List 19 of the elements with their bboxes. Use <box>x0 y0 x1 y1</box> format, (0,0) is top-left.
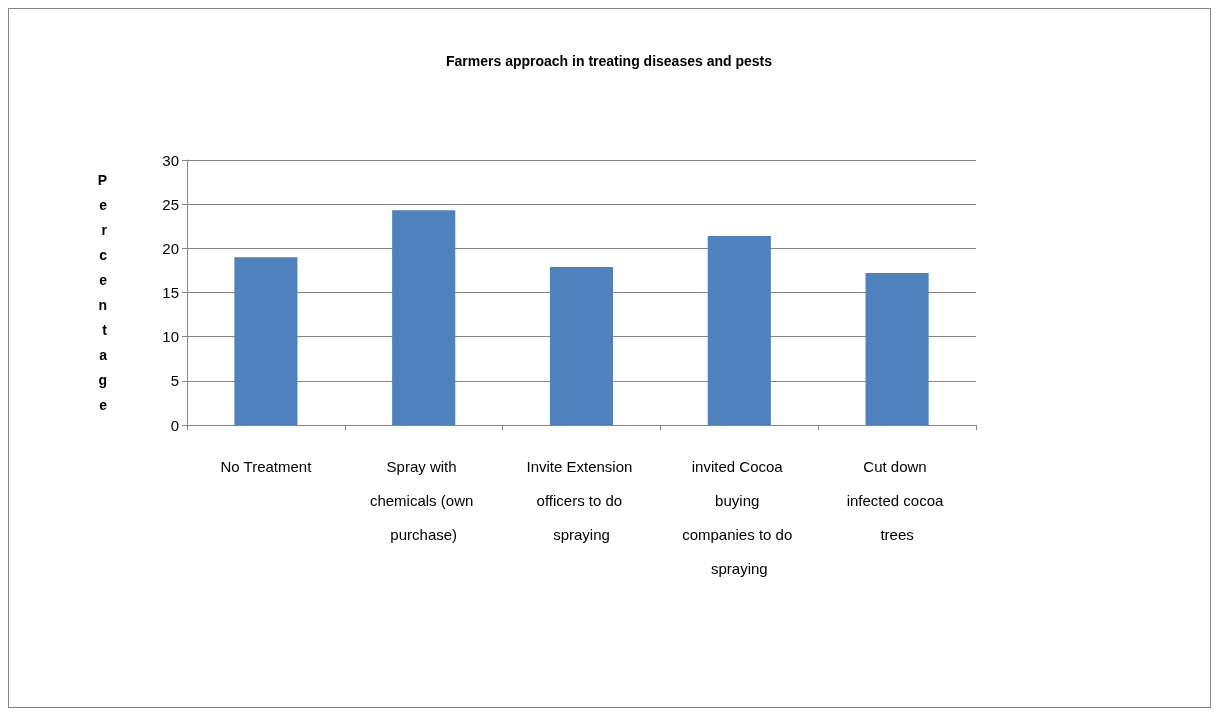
x-tick-label: invited Cocoa buying companies to do spraying <box>682 457 797 577</box>
text: Percentage <box>97 172 107 413</box>
y-tick-label: 20 <box>162 239 179 257</box>
x-tick-label: Invite Extension officers to do spraying <box>526 457 637 543</box>
bar <box>234 257 298 425</box>
y-tick-label: 0 <box>170 416 179 434</box>
y-tick-label: 5 <box>170 372 179 390</box>
chart-title: Farmers approach in treating diseases and pests <box>445 53 773 69</box>
bar <box>392 210 456 425</box>
y-tick-label: 15 <box>162 284 179 301</box>
y-tick-label: 30 <box>162 151 179 169</box>
x-tick-label: Cut down infected cocoa trees <box>846 457 948 543</box>
bar <box>549 266 614 425</box>
bar <box>865 273 929 425</box>
x-tick-label: No Treatment <box>220 457 313 475</box>
y-tick-label: 25 <box>162 195 179 213</box>
y-tick-label: 10 <box>162 328 179 346</box>
x-tick-label: Spray with chemicals (own purchase) <box>369 457 478 543</box>
bar <box>707 235 771 425</box>
